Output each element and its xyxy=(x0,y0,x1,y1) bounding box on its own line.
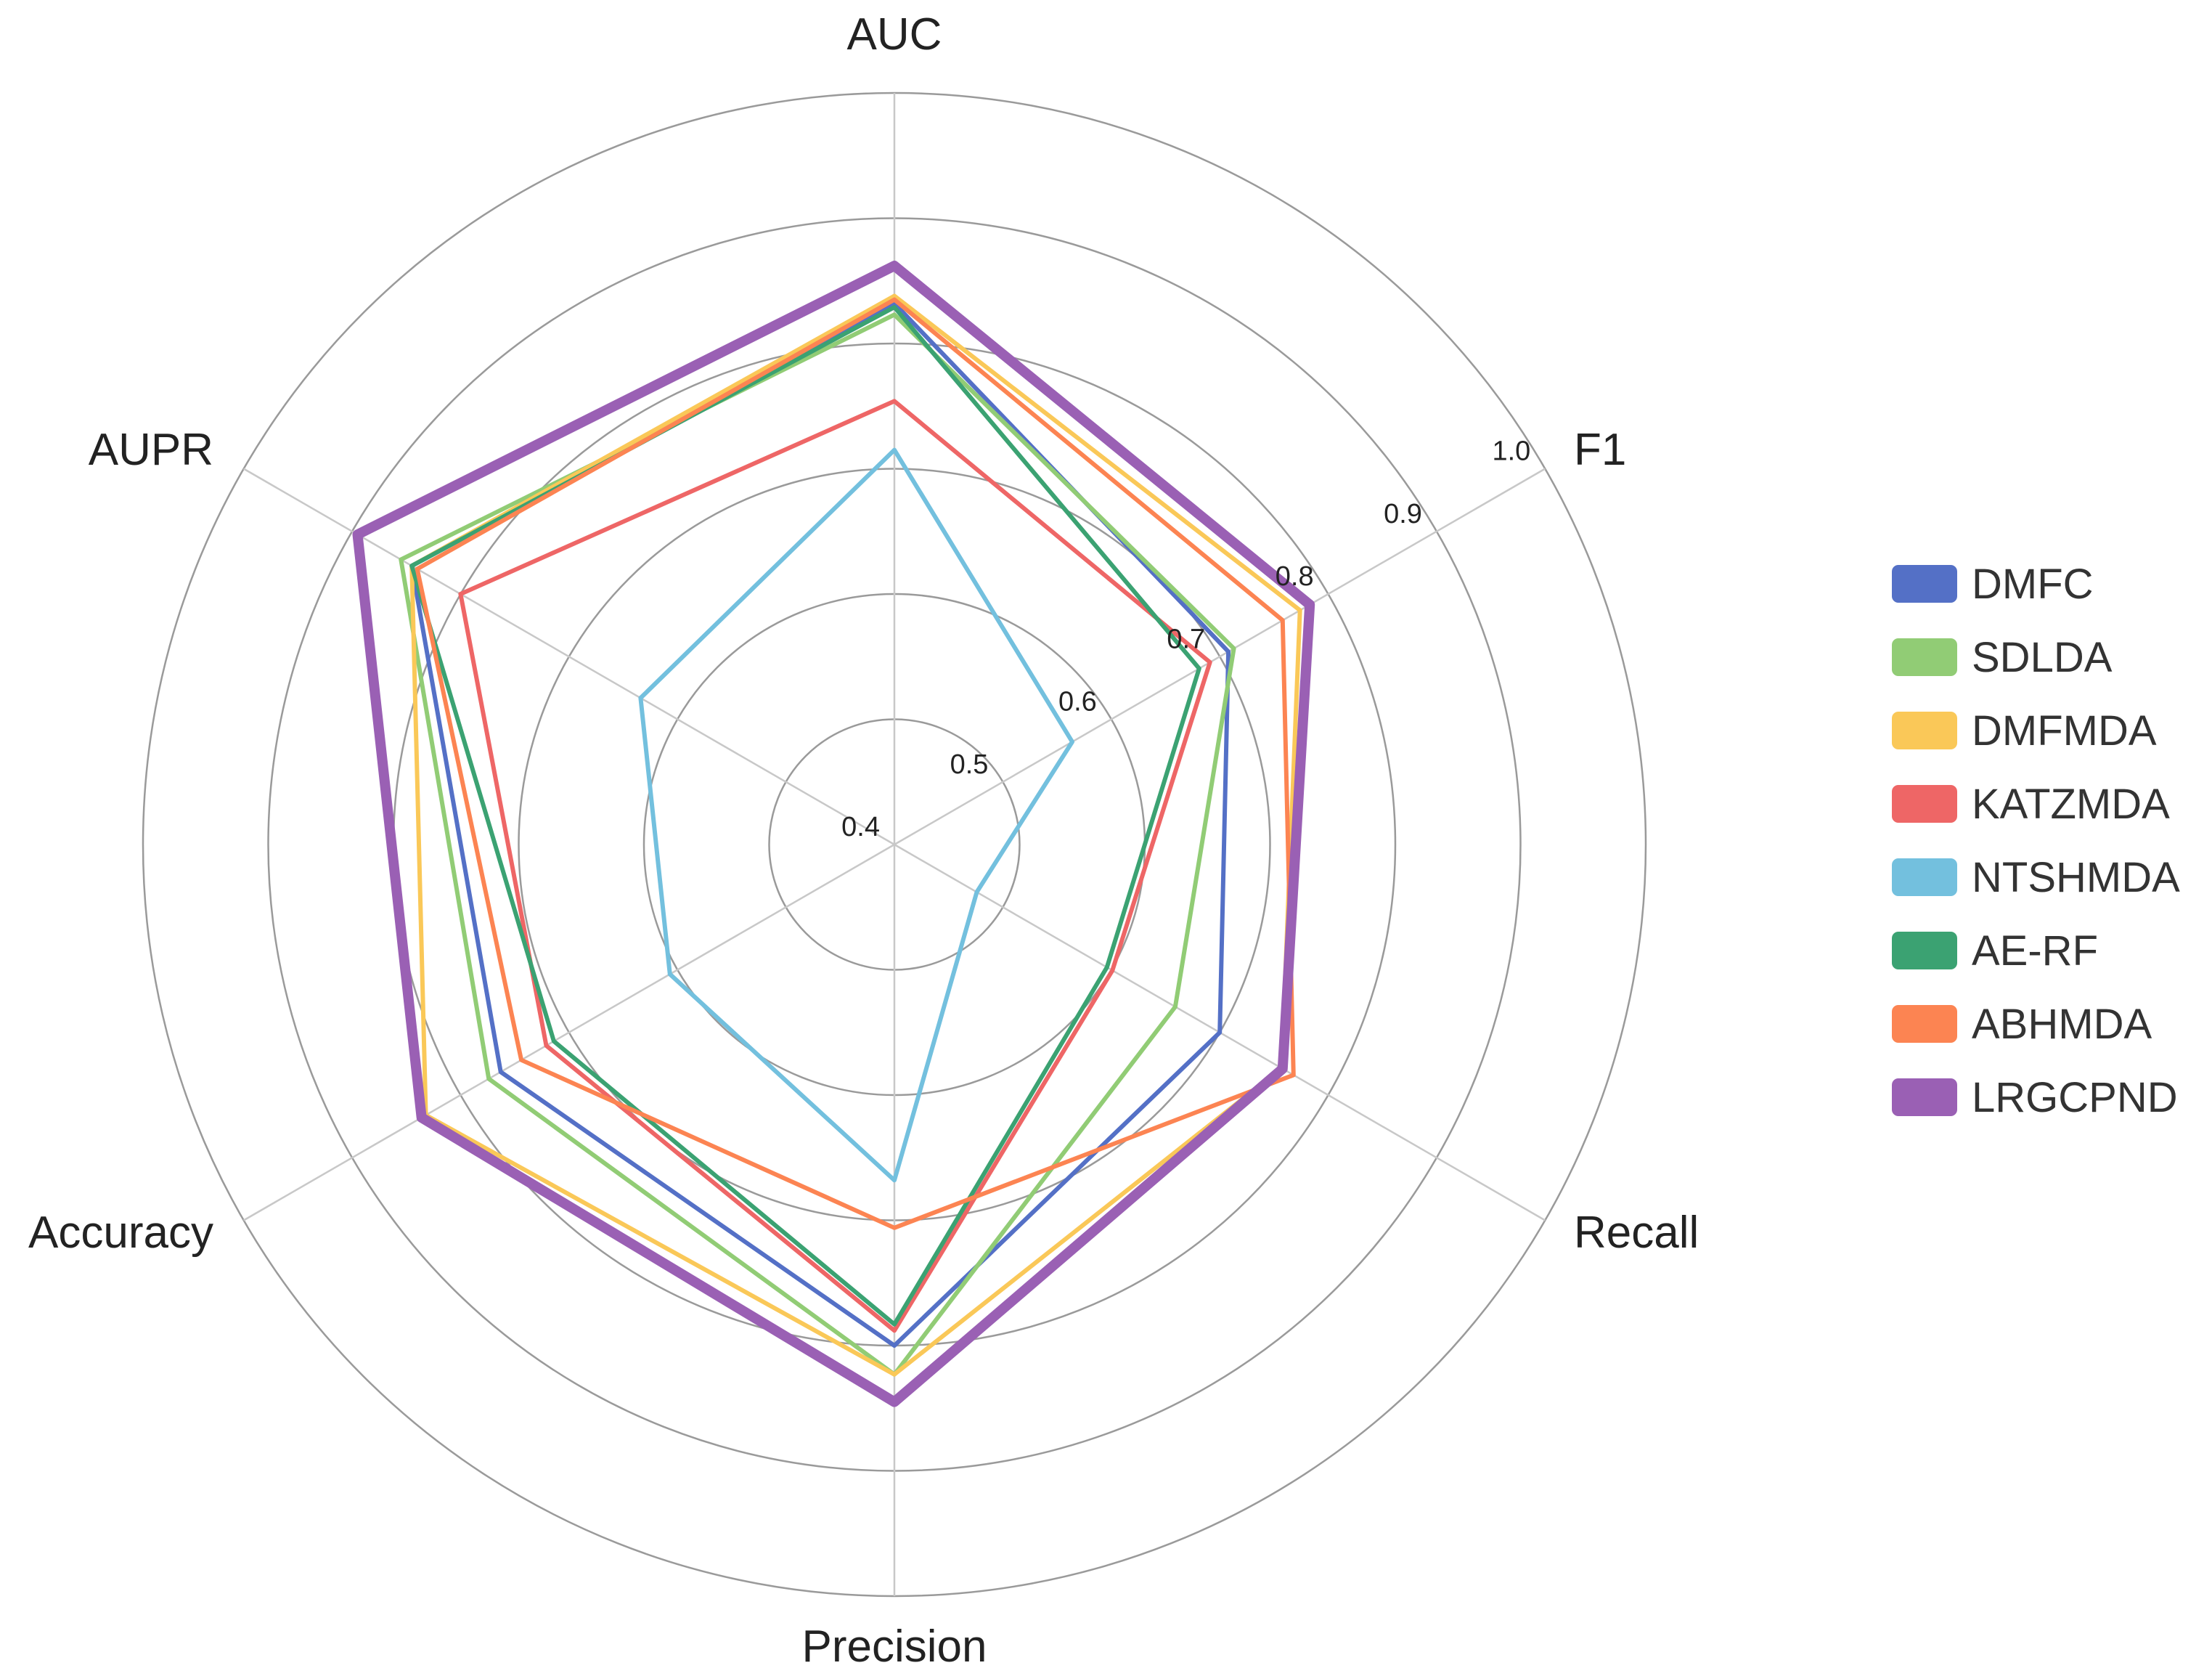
radial-tick-labels: 0.4 0.5 0.6 0.7 0.8 0.9 1.0 xyxy=(841,436,1530,843)
radar-grid xyxy=(142,91,1647,1598)
legend-swatch-ae-rf[interactable] xyxy=(1892,932,1957,969)
series-ae-rf xyxy=(409,305,1201,1327)
legend-label-lrgcpnd[interactable]: LRGCPND xyxy=(1972,1074,2178,1121)
spoke-4 xyxy=(243,843,895,1221)
axis-label-recall: Recall xyxy=(1574,1208,1699,1258)
legend-label-ae-rf[interactable]: AE-RF xyxy=(1972,927,2098,975)
spoke-1 xyxy=(894,468,1546,846)
series-ntshmda xyxy=(638,447,1074,1183)
tick-label-1: 0.5 xyxy=(950,749,989,780)
legend-label-dmfmda[interactable]: DMFMDA xyxy=(1972,707,2157,754)
legend-swatch-dmfc[interactable] xyxy=(1892,565,1957,603)
legend-label-sdlda[interactable]: SDLDA xyxy=(1972,634,2113,681)
legend-label-dmfc[interactable]: DMFC xyxy=(1972,561,2094,608)
legend-label-abhmda[interactable]: ABHMDA xyxy=(1972,1001,2152,1048)
legend-swatch-lrgcpnd[interactable] xyxy=(1892,1078,1957,1116)
legend-swatch-katzmda[interactable] xyxy=(1892,785,1957,823)
legend-label-katzmda[interactable]: KATZMDA xyxy=(1972,781,2170,828)
tick-label-3: 0.7 xyxy=(1167,624,1205,654)
radar-series xyxy=(352,261,1315,1407)
axis-label-accuracy: Accuracy xyxy=(28,1208,213,1258)
legend-swatch-ntshmda[interactable] xyxy=(1892,858,1957,896)
legend-swatch-sdlda[interactable] xyxy=(1892,638,1957,676)
tick-label-4: 0.8 xyxy=(1276,561,1314,592)
axis-label-precision: Precision xyxy=(802,1622,987,1672)
axis-label-aupr: AUPR xyxy=(89,425,213,475)
series-katzmda xyxy=(458,399,1212,1333)
series-abhmda xyxy=(415,297,1296,1230)
legend-swatch-dmfmda[interactable] xyxy=(1892,712,1957,749)
series-lrgcpnd xyxy=(352,261,1315,1407)
legend: DMFC SDLDA DMFMDA KATZMDA NTSHMDA AE-RF ABHMDA… xyxy=(1892,561,2180,1121)
tick-label-0: 0.4 xyxy=(841,812,880,842)
legend-label-ntshmda[interactable]: NTSHMDA xyxy=(1972,854,2180,901)
tick-label-6: 1.0 xyxy=(1492,436,1530,467)
spoke-5 xyxy=(243,468,895,846)
axis-label-auc: AUC xyxy=(847,9,942,60)
tick-label-5: 0.9 xyxy=(1384,499,1422,529)
axis-label-f1: F1 xyxy=(1574,425,1626,475)
axis-labels: AUC F1 Recall Precision Accuracy AUPR xyxy=(28,9,1699,1672)
tick-label-2: 0.6 xyxy=(1058,687,1097,717)
legend-swatch-abhmda[interactable] xyxy=(1892,1005,1957,1043)
